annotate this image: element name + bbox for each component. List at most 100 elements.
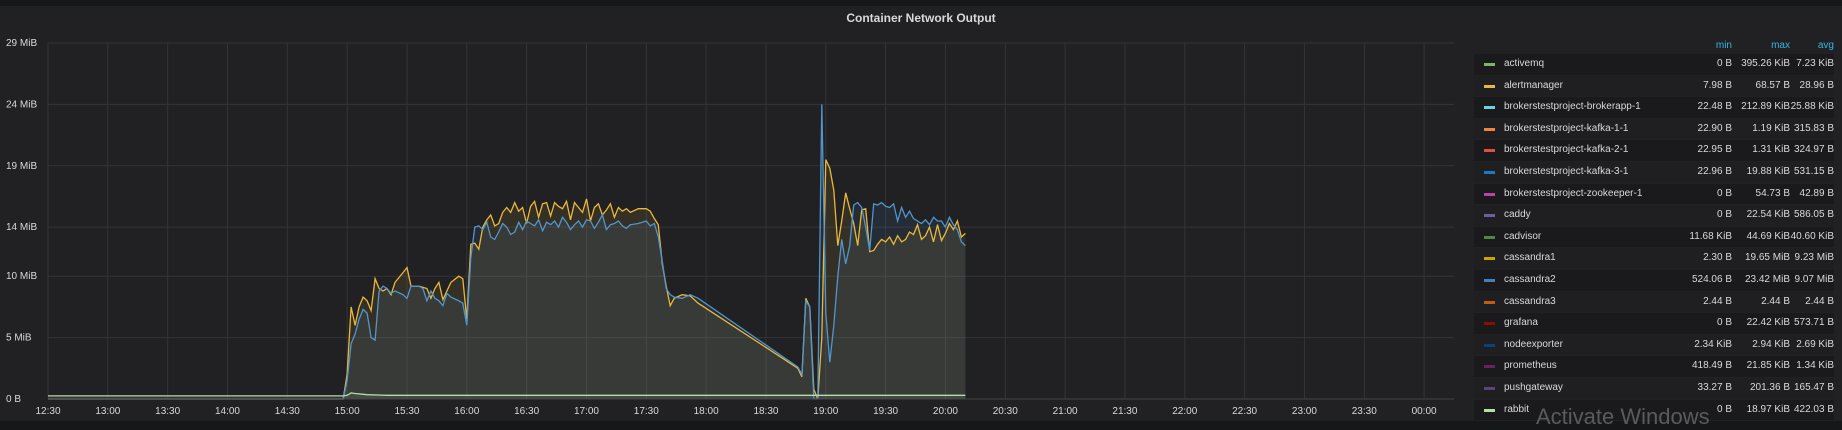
series-color-swatch[interactable] (1484, 343, 1495, 347)
x-tick-label: 23:30 (1352, 406, 1377, 417)
series-color-swatch[interactable] (1484, 235, 1495, 239)
legend-item[interactable]: pushgateway 33.27 B 201.36 B 165.47 B (1474, 377, 1834, 400)
series-area-cassandra1 (48, 159, 966, 399)
legend-item-name[interactable]: brokerstestproject-kafka-2-1 (1504, 144, 1629, 156)
legend-item-name[interactable]: cadvisor (1504, 230, 1542, 242)
series-color-swatch[interactable] (1484, 63, 1495, 66)
legend-item-avg: 324.97 B (1793, 144, 1834, 156)
panel-title[interactable]: Container Network Output (846, 11, 996, 25)
legend-item-name[interactable]: brokerstestproject-kafka-3-1 (1504, 165, 1629, 177)
legend-item-avg: 573.71 B (1793, 317, 1834, 329)
series-line-cassandra2[interactable] (48, 104, 966, 400)
legend-item[interactable]: caddy 0 B 22.54 KiB 586.05 B (1474, 205, 1834, 227)
legend-item[interactable]: alertmanager 7.98 B 68.57 B 28.96 B (1474, 75, 1834, 98)
legend-item[interactable]: brokerstestproject-kafka-1-1 22.90 B 1.19 … (1474, 118, 1834, 141)
legend-table: min max avg activemq 0 B 395.26 KiB 7.23 Ki… (1474, 40, 1834, 422)
legend-item-max: 18.97 KiB (1746, 403, 1790, 415)
y-tick-label: 19 MiB (6, 161, 37, 172)
chart-area[interactable]: 0 B 5 MiB 10 MiB 14 MiB 19 MiB 24 MiB 29 MiB 12… (0, 0, 1842, 421)
series-color-swatch[interactable] (1484, 127, 1495, 131)
legend-item-name[interactable]: alertmanager (1504, 79, 1563, 91)
legend-item-name[interactable]: nodeexporter (1504, 338, 1563, 350)
series-color-swatch[interactable] (1484, 408, 1495, 412)
legend-item-min: 0 B (1716, 187, 1732, 199)
legend-item-min: 22.96 B (1697, 165, 1732, 177)
legend-item-name[interactable]: cassandra2 (1504, 273, 1556, 285)
legend-item-min: 7.98 B (1703, 79, 1732, 91)
x-tick-label: 15:00 (335, 406, 360, 417)
x-tick-label: 20:00 (933, 406, 958, 417)
legend-item-avg: 7.23 KiB (1796, 58, 1834, 69)
series-color-swatch[interactable] (1484, 300, 1495, 304)
legend-item-min: 0 B (1716, 403, 1732, 415)
legend-item-avg: 9.07 MiB (1794, 273, 1834, 285)
legend-item-avg: 315.83 B (1793, 122, 1834, 134)
series-color-swatch[interactable] (1484, 84, 1495, 88)
legend-item-max: 54.73 B (1755, 187, 1790, 199)
legend-item[interactable]: cadvisor 11.68 KiB 44.69 KiB 40.60 KiB (1474, 226, 1834, 249)
legend-item-max: 23.42 MiB (1744, 273, 1790, 285)
x-tick-label: 14:30 (275, 406, 300, 417)
series-color-swatch[interactable] (1484, 106, 1495, 110)
legend-item-name[interactable]: cassandra1 (1504, 252, 1556, 264)
legend-item[interactable]: nodeexporter 2.34 KiB 2.94 KiB 2.69 KiB (1474, 334, 1834, 357)
legend-item[interactable]: brokerstestproject-kafka-2-1 22.95 B 1.31 … (1474, 140, 1834, 162)
legend-item[interactable]: brokerstestproject-zookeeper-1 0 B 54.73 B… (1474, 183, 1834, 206)
series-color-swatch[interactable] (1484, 278, 1495, 282)
series-color-swatch[interactable] (1484, 170, 1495, 174)
legend-item-name[interactable]: grafana (1504, 317, 1538, 329)
legend-item-avg: 42.89 B (1799, 187, 1834, 199)
x-tick-label: 22:30 (1232, 406, 1257, 417)
legend-item-name[interactable]: cassandra3 (1504, 295, 1556, 307)
legend-item[interactable]: cassandra2 524.06 B 23.42 MiB 9.07 MiB (1474, 269, 1834, 292)
legend-item[interactable]: brokerstestproject-brokerapp-1 22.48 B 212… (1474, 97, 1834, 119)
series-color-swatch[interactable] (1484, 192, 1495, 196)
legend-item-max: 22.42 KiB (1746, 317, 1790, 329)
legend-item[interactable]: cassandra1 2.30 B 19.65 MiB 9.23 MiB (1474, 248, 1834, 270)
legend-item-max: 22.54 KiB (1746, 209, 1790, 221)
legend-item-avg: 531.15 B (1793, 165, 1834, 177)
y-tick-label: 14 MiB (6, 222, 37, 233)
legend-item-name[interactable]: brokerstestproject-brokerapp-1 (1504, 101, 1641, 113)
legend-item-name[interactable]: brokerstestproject-zookeeper-1 (1504, 187, 1643, 199)
legend-item-avg: 28.96 B (1799, 79, 1834, 91)
legend-item-name[interactable]: caddy (1504, 209, 1531, 221)
series-area-rabbit (48, 392, 966, 399)
series-color-swatch[interactable] (1484, 257, 1495, 261)
legend-rows: activemq 0 B 395.26 KiB 7.23 KiB alertmanage… (1474, 54, 1834, 422)
series-color-swatch[interactable] (1484, 149, 1495, 153)
legend-header-min[interactable]: min (1715, 40, 1732, 51)
legend-header-avg[interactable]: avg (1817, 40, 1834, 51)
series-color-swatch[interactable] (1484, 365, 1495, 369)
legend-item-name[interactable]: pushgateway (1504, 381, 1563, 393)
legend-item-max: 21.85 KiB (1746, 360, 1790, 372)
series-line-rabbit[interactable] (48, 392, 966, 397)
legend-item-max: 19.88 KiB (1746, 165, 1790, 177)
legend-item[interactable]: activemq 0 B 395.26 KiB 7.23 KiB (1474, 54, 1834, 76)
legend-item-min: 418.49 B (1691, 360, 1732, 372)
legend-item-max: 2.94 KiB (1752, 338, 1790, 350)
legend-item-name[interactable]: prometheus (1504, 360, 1557, 372)
series-color-swatch[interactable] (1484, 386, 1495, 390)
legend-item-max: 201.36 B (1749, 381, 1790, 393)
legend-item-avg: 2.69 KiB (1796, 338, 1834, 350)
legend-item[interactable]: prometheus 418.49 B 21.85 KiB 1.34 KiB (1474, 356, 1834, 378)
legend-item-min: 22.48 B (1697, 101, 1732, 113)
x-tick-label: 23:00 (1292, 406, 1317, 417)
legend-item-avg: 2.44 B (1805, 295, 1834, 307)
x-tick-label: 12:30 (35, 406, 60, 417)
legend-item-name[interactable]: rabbit (1504, 403, 1530, 415)
panel-top-border (0, 0, 1842, 6)
legend-item-name[interactable]: brokerstestproject-kafka-1-1 (1504, 122, 1629, 134)
legend-item[interactable]: cassandra3 2.44 B 2.44 B 2.44 B (1474, 291, 1834, 314)
legend-item[interactable]: brokerstestproject-kafka-3-1 22.96 B 19.88… (1474, 161, 1834, 184)
series-color-swatch[interactable] (1484, 322, 1495, 326)
legend-header-max[interactable]: max (1771, 40, 1790, 51)
y-tick-label: 5 MiB (6, 333, 32, 344)
legend-item-min: 11.68 KiB (1689, 230, 1732, 242)
x-tick-label: 16:00 (454, 406, 479, 417)
legend-item-name[interactable]: activemq (1504, 58, 1545, 69)
legend-item[interactable]: grafana 0 B 22.42 KiB 573.71 B (1474, 313, 1834, 335)
series-color-swatch[interactable] (1484, 214, 1495, 218)
